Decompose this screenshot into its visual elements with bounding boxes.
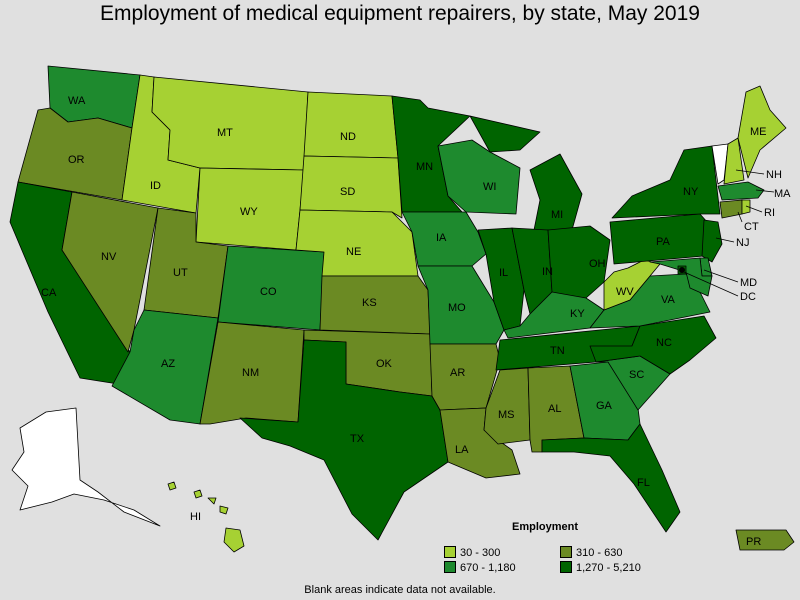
state-MA[interactable] <box>717 181 765 201</box>
legend-label-2: 310 - 630 <box>576 547 623 559</box>
dc-marker <box>679 267 685 273</box>
label-PA: PA <box>656 236 671 248</box>
label-UT: UT <box>173 267 188 279</box>
legend-swatch-4 <box>560 561 572 573</box>
label-WY: WY <box>240 206 258 218</box>
label-CT: CT <box>744 221 759 233</box>
data-availability-note: Blank areas indicate data not available. <box>304 584 496 596</box>
label-NH: NH <box>766 169 782 181</box>
label-WA: WA <box>68 95 86 107</box>
label-ME: ME <box>750 126 767 138</box>
state-SD[interactable] <box>299 155 403 219</box>
state-IA[interactable] <box>401 211 487 267</box>
label-NC: NC <box>656 337 672 349</box>
label-DC: DC <box>740 291 756 303</box>
state-WI[interactable] <box>437 139 521 215</box>
label-CO: CO <box>260 286 277 298</box>
label-MN: MN <box>416 161 433 173</box>
state-PR[interactable] <box>735 529 795 551</box>
label-KS: KS <box>362 297 377 309</box>
state-ME[interactable] <box>737 85 787 179</box>
label-GA: GA <box>596 400 613 412</box>
label-MA: MA <box>774 188 791 200</box>
state-HI[interactable] <box>167 481 245 553</box>
label-SD: SD <box>340 186 355 198</box>
state-NY[interactable] <box>611 145 721 219</box>
label-OR: OR <box>68 154 85 166</box>
label-WV: WV <box>616 286 634 298</box>
legend-label-1: 30 - 300 <box>460 547 501 559</box>
label-LA: LA <box>455 444 469 456</box>
label-NV: NV <box>101 251 117 263</box>
state-ND[interactable] <box>303 91 399 159</box>
label-ID: ID <box>150 180 161 192</box>
label-MD: MD <box>740 277 757 289</box>
label-MS: MS <box>498 409 515 421</box>
label-AR: AR <box>450 367 465 379</box>
label-AZ: AZ <box>161 358 175 370</box>
label-IA: IA <box>436 232 447 244</box>
legend-label-4: 1,270 - 5,210 <box>576 562 641 574</box>
legend-swatch-3 <box>444 561 456 573</box>
map-title: Employment of medical equipment repairer… <box>100 2 700 25</box>
label-MI: MI <box>551 209 563 221</box>
state-MO[interactable] <box>417 265 505 345</box>
label-AL: AL <box>548 403 561 415</box>
legend-title: Employment <box>512 521 579 533</box>
label-NM: NM <box>242 367 259 379</box>
label-ND: ND <box>340 131 356 143</box>
label-VA: VA <box>661 294 676 306</box>
state-RI[interactable] <box>741 199 751 215</box>
state-NJ[interactable] <box>701 219 723 263</box>
state-AZ[interactable] <box>111 309 219 425</box>
label-TN: TN <box>550 345 565 357</box>
label-NE: NE <box>346 246 361 258</box>
label-IL: IL <box>499 267 508 279</box>
state-MD[interactable] <box>649 257 713 297</box>
state-NH[interactable] <box>723 137 745 185</box>
leader-lines <box>683 169 775 297</box>
state-AK[interactable] <box>11 407 161 527</box>
label-WI: WI <box>483 181 496 193</box>
label-KY: KY <box>570 308 585 320</box>
label-MO: MO <box>448 302 466 314</box>
legend-item-1: 30 - 300 <box>444 546 500 560</box>
label-TX: TX <box>350 433 365 445</box>
legend-swatch-2 <box>560 546 572 558</box>
label-NJ: NJ <box>736 237 749 249</box>
label-OK: OK <box>376 358 393 370</box>
state-MT[interactable] <box>151 76 309 171</box>
legend-label-3: 670 - 1,180 <box>460 562 516 574</box>
state-NC[interactable] <box>589 315 717 375</box>
label-SC: SC <box>629 369 644 381</box>
label-FL: FL <box>637 477 650 489</box>
label-MT: MT <box>217 127 233 139</box>
label-PR: PR <box>746 536 761 548</box>
state-FL[interactable] <box>541 423 681 533</box>
state-TX[interactable] <box>239 339 449 541</box>
label-IN: IN <box>542 266 553 278</box>
label-NY: NY <box>683 186 699 198</box>
label-OH: OH <box>589 258 606 270</box>
state-KY[interactable] <box>503 291 605 339</box>
state-NV[interactable] <box>61 191 159 353</box>
legend-item-3: 670 - 1,180 <box>444 561 516 575</box>
label-RI: RI <box>764 207 775 219</box>
state-CT[interactable] <box>719 199 743 219</box>
legend-item-2: 310 - 630 <box>560 546 622 560</box>
legend-swatch-1 <box>444 546 456 558</box>
label-HI: HI <box>190 511 201 523</box>
legend-item-4: 1,270 - 5,210 <box>560 561 641 575</box>
label-CA: CA <box>41 287 57 299</box>
